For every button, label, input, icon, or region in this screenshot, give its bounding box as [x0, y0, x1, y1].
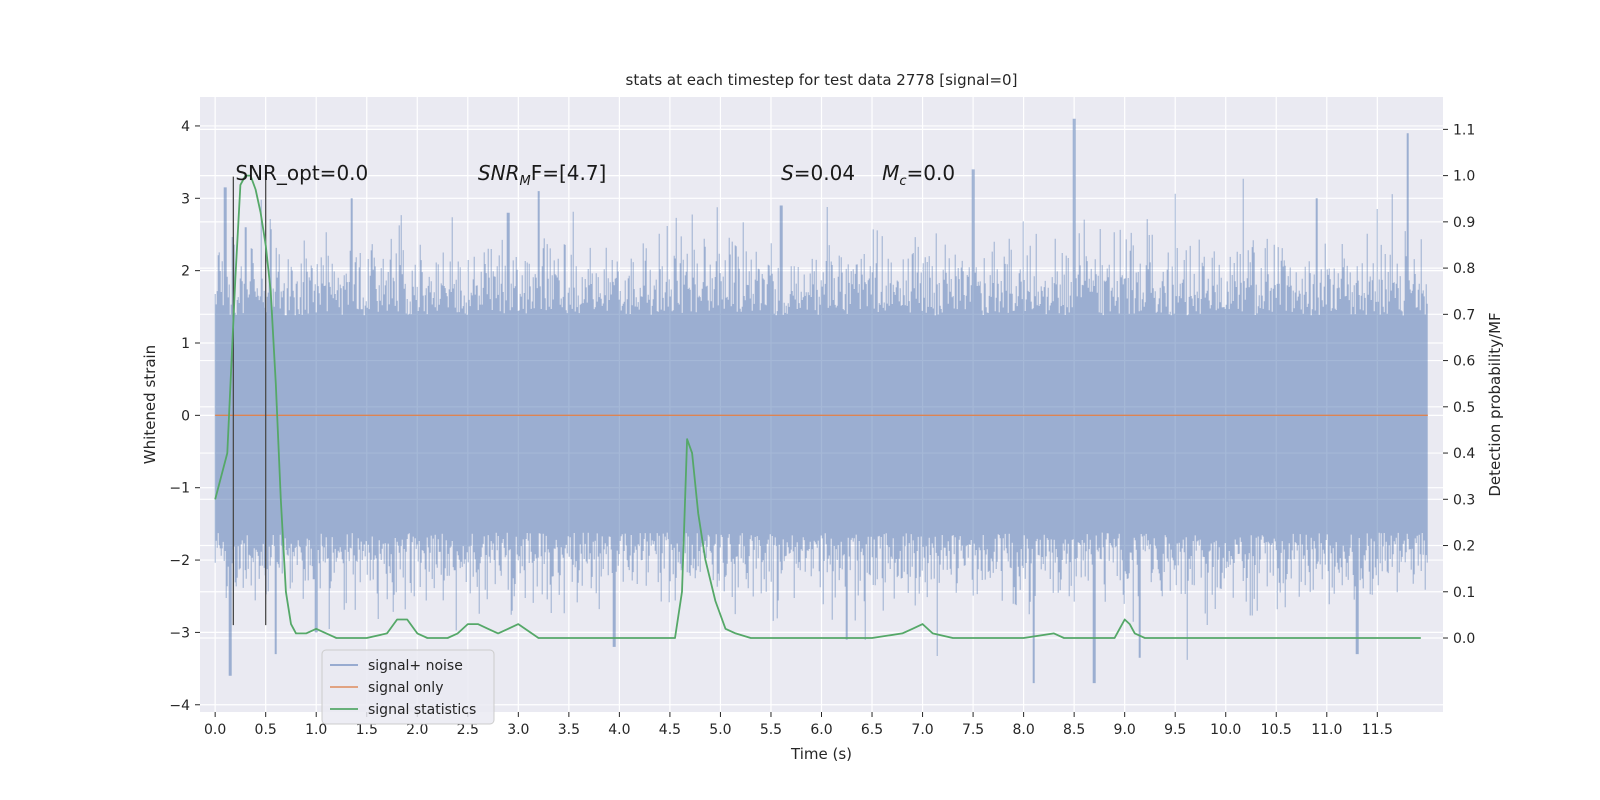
y2-tick-label: 0.8 — [1453, 261, 1475, 277]
y-tick-label: −4 — [169, 698, 190, 714]
x-tick-label: 2.0 — [406, 722, 428, 738]
y-tick-label: −1 — [169, 481, 190, 497]
x-tick-label: 9.5 — [1164, 722, 1186, 738]
x-tick-label: 7.5 — [962, 722, 984, 738]
chart-title: stats at each timestep for test data 277… — [626, 71, 1018, 89]
x-tick-label: 9.0 — [1114, 722, 1136, 738]
x-tick-label: 1.5 — [356, 722, 378, 738]
y-axis-ticks: −4 −3 −2 −1 0 1 2 3 4 — [169, 119, 200, 714]
x-tick-label: 0.0 — [204, 722, 226, 738]
annotation-snr_mf: SNRMF=[4.7] — [478, 161, 606, 189]
y2-tick-label: 0.1 — [1453, 585, 1475, 601]
annotation-snr_opt: SNR_opt=0.0 — [235, 161, 368, 185]
y2-tick-label: 1.0 — [1453, 169, 1475, 185]
y2-tick-label: 0.6 — [1453, 354, 1475, 370]
x-axis-ticks: 0.0 0.5 1.0 1.5 2.0 2.5 3.0 3.5 4.0 4.5 5.0 5.5 6.0 6… — [204, 712, 1393, 738]
x-tick-label: 3.5 — [558, 722, 580, 738]
y-tick-label: 2 — [181, 264, 190, 280]
noise-series — [214, 118, 1428, 684]
x-axis-label: Time (s) — [790, 745, 852, 763]
x-tick-label: 3.0 — [507, 722, 529, 738]
series-signal-noise — [214, 118, 1428, 684]
y2-tick-label: 0.9 — [1453, 215, 1475, 231]
y2-tick-label: 0.0 — [1453, 631, 1475, 647]
legend-label: signal+ noise — [368, 658, 463, 674]
y-tick-label: 3 — [181, 191, 190, 207]
x-tick-label: 6.0 — [810, 722, 832, 738]
y-tick-label: 4 — [181, 119, 190, 135]
legend: signal+ noise signal only signal statistic… — [321, 649, 495, 725]
y-tick-label: −3 — [169, 625, 190, 641]
y2-tick-label: 0.3 — [1453, 492, 1475, 508]
y2-tick-label: 0.5 — [1453, 400, 1475, 416]
x-tick-label: 10.5 — [1261, 722, 1292, 738]
x-tick-label: 6.5 — [861, 722, 883, 738]
x-tick-label: 4.0 — [608, 722, 630, 738]
y2-tick-label: 0.2 — [1453, 539, 1475, 555]
y-axis-label: Whitened strain — [141, 345, 159, 464]
y-tick-label: 1 — [181, 336, 190, 352]
x-tick-label: 10.0 — [1210, 722, 1241, 738]
x-tick-label: 5.5 — [760, 722, 782, 738]
x-tick-label: 7.0 — [911, 722, 933, 738]
legend-label: signal statistics — [368, 702, 476, 718]
y2-tick-label: 1.1 — [1453, 122, 1475, 138]
x-tick-label: 1.0 — [305, 722, 327, 738]
annotation-mc_val: Mc=0.0 — [882, 161, 955, 189]
x-tick-label: 4.5 — [659, 722, 681, 738]
stats-series — [214, 174, 1421, 639]
x-tick-label: 8.0 — [1012, 722, 1034, 738]
legend-label: signal only — [368, 680, 443, 696]
y2-axis-ticks: 0.0 0.1 0.2 0.3 0.4 0.5 0.6 0.7 0.8 0.9 1.0 1.1 — [1443, 122, 1475, 647]
y2-tick-label: 0.4 — [1453, 446, 1475, 462]
y-tick-label: −2 — [169, 553, 190, 569]
y-tick-label: 0 — [181, 408, 190, 424]
y2-tick-label: 0.7 — [1453, 307, 1475, 323]
x-tick-label: 0.5 — [255, 722, 277, 738]
series-signal-statistics — [214, 174, 1421, 639]
x-tick-label: 2.5 — [457, 722, 479, 738]
x-tick-label: 11.0 — [1311, 722, 1342, 738]
x-tick-label: 8.5 — [1063, 722, 1085, 738]
legend-box — [321, 649, 495, 725]
y2-axis-label: Detection probability/MF — [1486, 312, 1504, 496]
x-tick-label: 11.5 — [1362, 722, 1393, 738]
x-tick-label: 5.0 — [709, 722, 731, 738]
annotations: SNR_opt=0.0 SNRMF=[4.7] S=0.04 Mc=0.0 — [235, 161, 955, 189]
annotation-s_val: S=0.04 — [781, 161, 855, 185]
